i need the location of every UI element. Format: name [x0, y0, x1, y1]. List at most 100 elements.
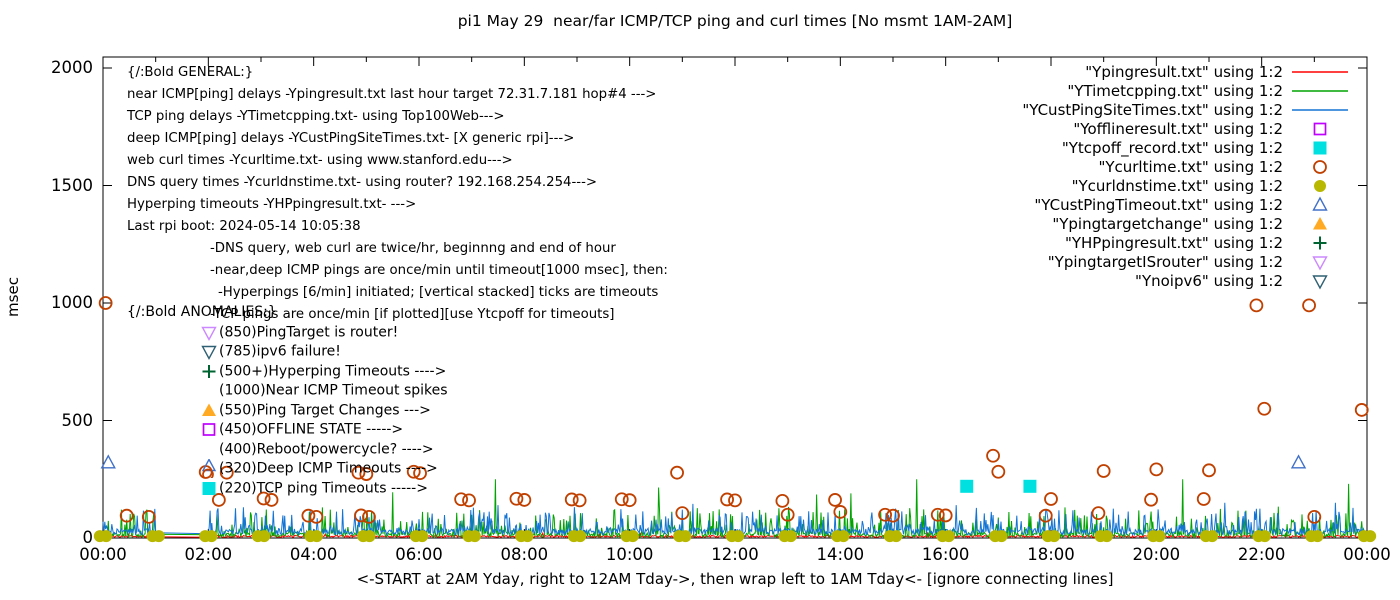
circle-open-marker — [454, 492, 469, 507]
circle-filled-marker — [574, 530, 587, 543]
y-tick-label: 2000 — [51, 58, 93, 77]
circle-filled-marker — [1311, 530, 1324, 543]
x-axis-label: <-START at 2AM Yday, right to 12AM Tday-… — [356, 570, 1114, 588]
y-axis-label: msec — [4, 277, 22, 317]
legend-label: "YHPpingresult.txt" using 1:2 — [1064, 233, 1283, 252]
anomaly-text: (450)OFFLINE STATE -----> — [219, 421, 404, 438]
circle-open-marker — [622, 493, 637, 508]
circle-open-marker — [1144, 492, 1158, 507]
circle-open-marker — [1038, 508, 1053, 523]
x-tick-label: 10:00 — [605, 545, 654, 564]
circle-open-marker — [572, 493, 587, 508]
triangle-down-open-marker — [1312, 256, 1328, 271]
annotation-line: -DNS query, web curl are twice/hr, begin… — [210, 241, 616, 256]
anomaly-text: (785)ipv6 failure! — [219, 343, 341, 360]
x-tick-label: 12:00 — [711, 545, 759, 564]
anomalies-header: {/:Bold ANOMALIES:} — [127, 304, 277, 320]
circle-open-marker — [119, 508, 134, 523]
circle-open-marker — [675, 506, 690, 520]
circle-filled-marker — [258, 530, 271, 543]
circle-filled-marker — [784, 530, 797, 543]
circle-open-marker — [256, 491, 271, 506]
circle-filled-marker — [521, 530, 534, 543]
circle-open-marker — [98, 296, 113, 310]
legend-line-icon — [1292, 109, 1348, 111]
anomaly-text: (320)Deep ICMP Timeouts ----> — [219, 460, 438, 477]
legend-label: "Ytcpoff_record.txt" using 1:2 — [1061, 138, 1283, 157]
annotation-line: web curl times -Ycurltime.txt- using www… — [127, 153, 513, 168]
circle-filled-marker — [468, 530, 481, 543]
circle-open-marker — [202, 468, 214, 478]
anomaly-row: (1000)Near ICMP Timeout spikes — [200, 381, 448, 401]
circle-open-marker — [301, 508, 316, 523]
anomaly-row: (450)OFFLINE STATE -----> — [200, 420, 403, 440]
anomaly-row: (400)Reboot/powercycle? ----> — [200, 440, 434, 460]
triangle-up-open-marker — [201, 459, 217, 472]
annotation-line: {/:Bold GENERAL:} — [127, 65, 254, 80]
triangle-up-open-marker — [1312, 196, 1328, 211]
square-filled-marker — [1313, 141, 1327, 155]
scatter-circle-open — [98, 296, 1369, 524]
series-deep-icmp-line — [102, 502, 1367, 537]
circle-open-marker — [211, 493, 226, 507]
x-tick-label: 02:00 — [184, 545, 233, 564]
x-tick-label: 22:00 — [1237, 545, 1286, 564]
circle-filled-marker — [1314, 180, 1326, 192]
annotation-line: deep ICMP[ping] delays -YCustPingSiteTim… — [127, 131, 575, 146]
anomaly-row: (850)PingTarget is router! — [200, 323, 398, 343]
square-open-marker — [202, 423, 216, 436]
x-tick-label: 00:00 — [79, 545, 127, 564]
circle-filled-marker — [1206, 530, 1219, 543]
x-tick-label: 04:00 — [289, 545, 338, 564]
annotation-line: near ICMP[ping] delays -Ypingresult.txt … — [127, 87, 657, 102]
triangle-down-open-icon — [201, 345, 217, 360]
circle-filled-marker — [416, 530, 429, 543]
anomaly-text: (400)Reboot/powercycle? ----> — [219, 441, 434, 457]
circle-open-marker — [1257, 401, 1272, 416]
circle-open-marker — [780, 507, 795, 522]
legend-circle-filled-icon — [1314, 180, 1326, 192]
circle-open-marker — [938, 508, 953, 523]
legend-label: "YpingtargetISrouter" using 1:2 — [1047, 252, 1283, 271]
circle-open-marker — [354, 508, 368, 523]
anomaly-text: (850)PingTarget is router! — [219, 324, 399, 340]
y-tick-label: 500 — [61, 410, 94, 430]
legend-label: "YCustPingTimeout.txt" using 1:2 — [1034, 195, 1283, 214]
x-tick-label: 00:00 — [1343, 545, 1391, 564]
legend-triangle-down-open-icon — [1312, 256, 1328, 271]
triangle-down-open-marker — [201, 326, 217, 341]
circle-filled-marker — [679, 530, 692, 543]
chart-title: pi1 May 29 near/far ICMP/TCP ping and cu… — [457, 12, 1013, 30]
circle-open-marker — [564, 492, 579, 507]
circle-open-marker — [359, 467, 374, 481]
circle-open-marker — [264, 493, 279, 507]
circle-filled-marker — [310, 530, 323, 543]
circle-open-marker — [362, 509, 376, 524]
circle-filled-marker — [152, 530, 165, 543]
circle-open-marker — [828, 493, 842, 507]
circle-open-marker — [775, 493, 790, 508]
legend-label: "YTimetcpping.txt" using 1:2 — [1067, 81, 1283, 100]
legend-label: "Ycurldnstime.txt" using 1:2 — [1071, 176, 1283, 195]
blank-icon — [200, 381, 218, 400]
circle-open-marker — [930, 507, 945, 522]
blank-icon — [200, 440, 218, 459]
anomaly-text: (1000)Near ICMP Timeout spikes — [219, 382, 448, 399]
triangle-up-open-marker — [100, 454, 116, 469]
circle-open-marker — [406, 464, 421, 479]
anomaly-text: (500+)Hyperping Timeouts ----> — [219, 363, 447, 379]
circle-filled-marker — [100, 530, 113, 543]
anomaly-row: (220)TCP ping Timeouts -----> — [200, 479, 428, 499]
circle-open-marker — [986, 448, 1000, 463]
scatter-circle-filled — [93, 530, 1377, 543]
square-filled-marker — [202, 481, 216, 495]
circle-open-marker — [517, 493, 532, 507]
legend-label: "Ypingresult.txt" using 1:2 — [1085, 62, 1283, 81]
legend-triangle-up-open-icon — [1312, 196, 1328, 211]
scatter-square-filled — [960, 479, 1037, 493]
anomaly-row: (550)Ping Target Changes ---> — [200, 401, 431, 421]
y-tick-label: 0 — [82, 528, 94, 547]
anomaly-row: (320)Deep ICMP Timeouts ----> — [200, 459, 438, 479]
